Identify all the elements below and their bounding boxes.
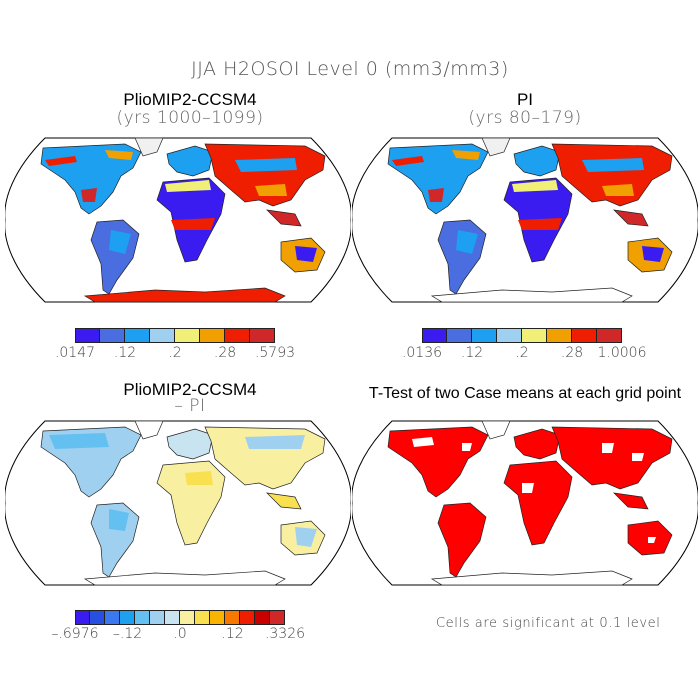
significance-note: Cells are significant at 0.1 level <box>436 616 661 631</box>
colorbar-swatch <box>225 610 240 625</box>
continent-greenland <box>134 420 164 440</box>
colorbar-tick-label: .12 <box>113 345 137 361</box>
colorbar-swatch <box>422 328 447 343</box>
panel-subtitle-difference: – PI <box>174 396 206 416</box>
continent-seasia <box>266 209 302 227</box>
colorbar-tick-label: –.12 <box>112 626 143 642</box>
continent-europe <box>166 428 214 460</box>
continent-antarctica <box>430 287 633 303</box>
continent-antarctica <box>83 287 286 303</box>
colorbar-tick-label: .12 <box>221 626 244 642</box>
colorbar-tick-label: 1.0006 <box>597 345 647 361</box>
continent-samerica <box>437 502 487 578</box>
continent-antarctica <box>83 570 286 586</box>
continent-africa <box>503 460 573 546</box>
figure-title: JJA H2OSOI Level 0 (mm3/mm3) <box>191 58 509 80</box>
colorbar-swatch <box>165 610 180 625</box>
colorbar-swatch <box>240 610 255 625</box>
colorbar-tick-label: .12 <box>460 345 484 361</box>
colorbar-labels-pliomip: .0147 .12 .2 .28 .5793 <box>0 345 700 365</box>
colorbar-swatch <box>125 328 150 343</box>
continent-antarctica <box>430 570 633 586</box>
colorbar-swatch <box>135 610 150 625</box>
colorbar-swatch <box>497 328 522 343</box>
colorbar-swatch <box>572 328 597 343</box>
panel-subtitle-pi: (yrs 80–179) <box>468 108 582 128</box>
map-detail-layer <box>45 150 317 262</box>
panel-title-difference: PlioMIP2-CCSM4 <box>123 380 257 399</box>
colorbar-tick-label: .28 <box>213 345 237 361</box>
colorbar-swatch <box>597 328 622 343</box>
continent-asia <box>551 426 673 490</box>
colorbar-tick-label: .0147 <box>54 345 96 361</box>
colorbar-swatch <box>180 610 195 625</box>
colorbar-tick-label: –.6976 <box>51 626 99 642</box>
colorbar-tick-label: .3326 <box>264 626 306 642</box>
colorbar-swatch <box>200 328 225 343</box>
colorbar-swatch <box>150 610 165 625</box>
colorbar-swatch <box>75 610 90 625</box>
colorbar-swatch <box>90 610 105 625</box>
map-detail-layer <box>412 437 656 543</box>
panel-title-ttest: T-Test of two Case means at each grid po… <box>368 385 682 402</box>
colorbar-swatch <box>75 328 100 343</box>
colorbar-swatch <box>522 328 547 343</box>
colorbar-swatch <box>270 610 285 625</box>
continent-europe <box>513 428 561 460</box>
colorbar-swatch <box>105 610 120 625</box>
colorbar-swatch <box>120 610 135 625</box>
colorbar-swatch <box>150 328 175 343</box>
continent-greenland <box>481 137 511 157</box>
colorbar-swatch <box>472 328 497 343</box>
colorbar-tick-label: .2 <box>168 345 182 361</box>
continent-europe <box>166 145 214 177</box>
map-ttest <box>352 420 698 586</box>
continent-greenland <box>481 420 511 440</box>
map-pi <box>352 137 698 303</box>
colorbar-labels-difference: –.6976 –.12 .0 .12 .3326 <box>0 626 700 646</box>
colorbar-swatch <box>175 328 200 343</box>
map-pliomip <box>5 137 351 303</box>
colorbar-swatch <box>250 328 275 343</box>
colorbar-swatch <box>447 328 472 343</box>
colorbar-swatch <box>195 610 210 625</box>
colorbar-pi <box>422 328 622 343</box>
colorbar-tick-label: .0 <box>173 626 187 642</box>
panel-subtitle-pliomip: (yrs 1000–1099) <box>116 108 264 128</box>
continent-seasia <box>266 492 302 510</box>
colorbar-difference <box>75 610 285 625</box>
colorbar-tick-label: .0136 <box>401 345 443 361</box>
map-difference <box>5 420 351 586</box>
map-detail-layer <box>392 150 664 262</box>
map-detail-layer <box>49 433 317 547</box>
panel-title-pi: PI <box>516 90 534 109</box>
colorbar-labels-pi: .0136 .12 .2 .28 1.0006 <box>0 345 700 365</box>
colorbar-swatch <box>100 328 125 343</box>
continent-seasia <box>613 492 649 510</box>
continent-seasia <box>613 209 649 227</box>
colorbar-swatch <box>255 610 270 625</box>
panel-title-pliomip: PlioMIP2-CCSM4 <box>123 90 257 109</box>
colorbar-tick-label: .5793 <box>254 345 296 361</box>
continent-greenland <box>134 137 164 157</box>
continent-europe <box>513 145 561 177</box>
colorbar-pliomip <box>75 328 275 343</box>
colorbar-tick-label: .2 <box>515 345 529 361</box>
colorbar-swatch <box>547 328 572 343</box>
colorbar-swatch <box>210 610 225 625</box>
colorbar-tick-label: .28 <box>560 345 584 361</box>
colorbar-swatch <box>225 328 250 343</box>
